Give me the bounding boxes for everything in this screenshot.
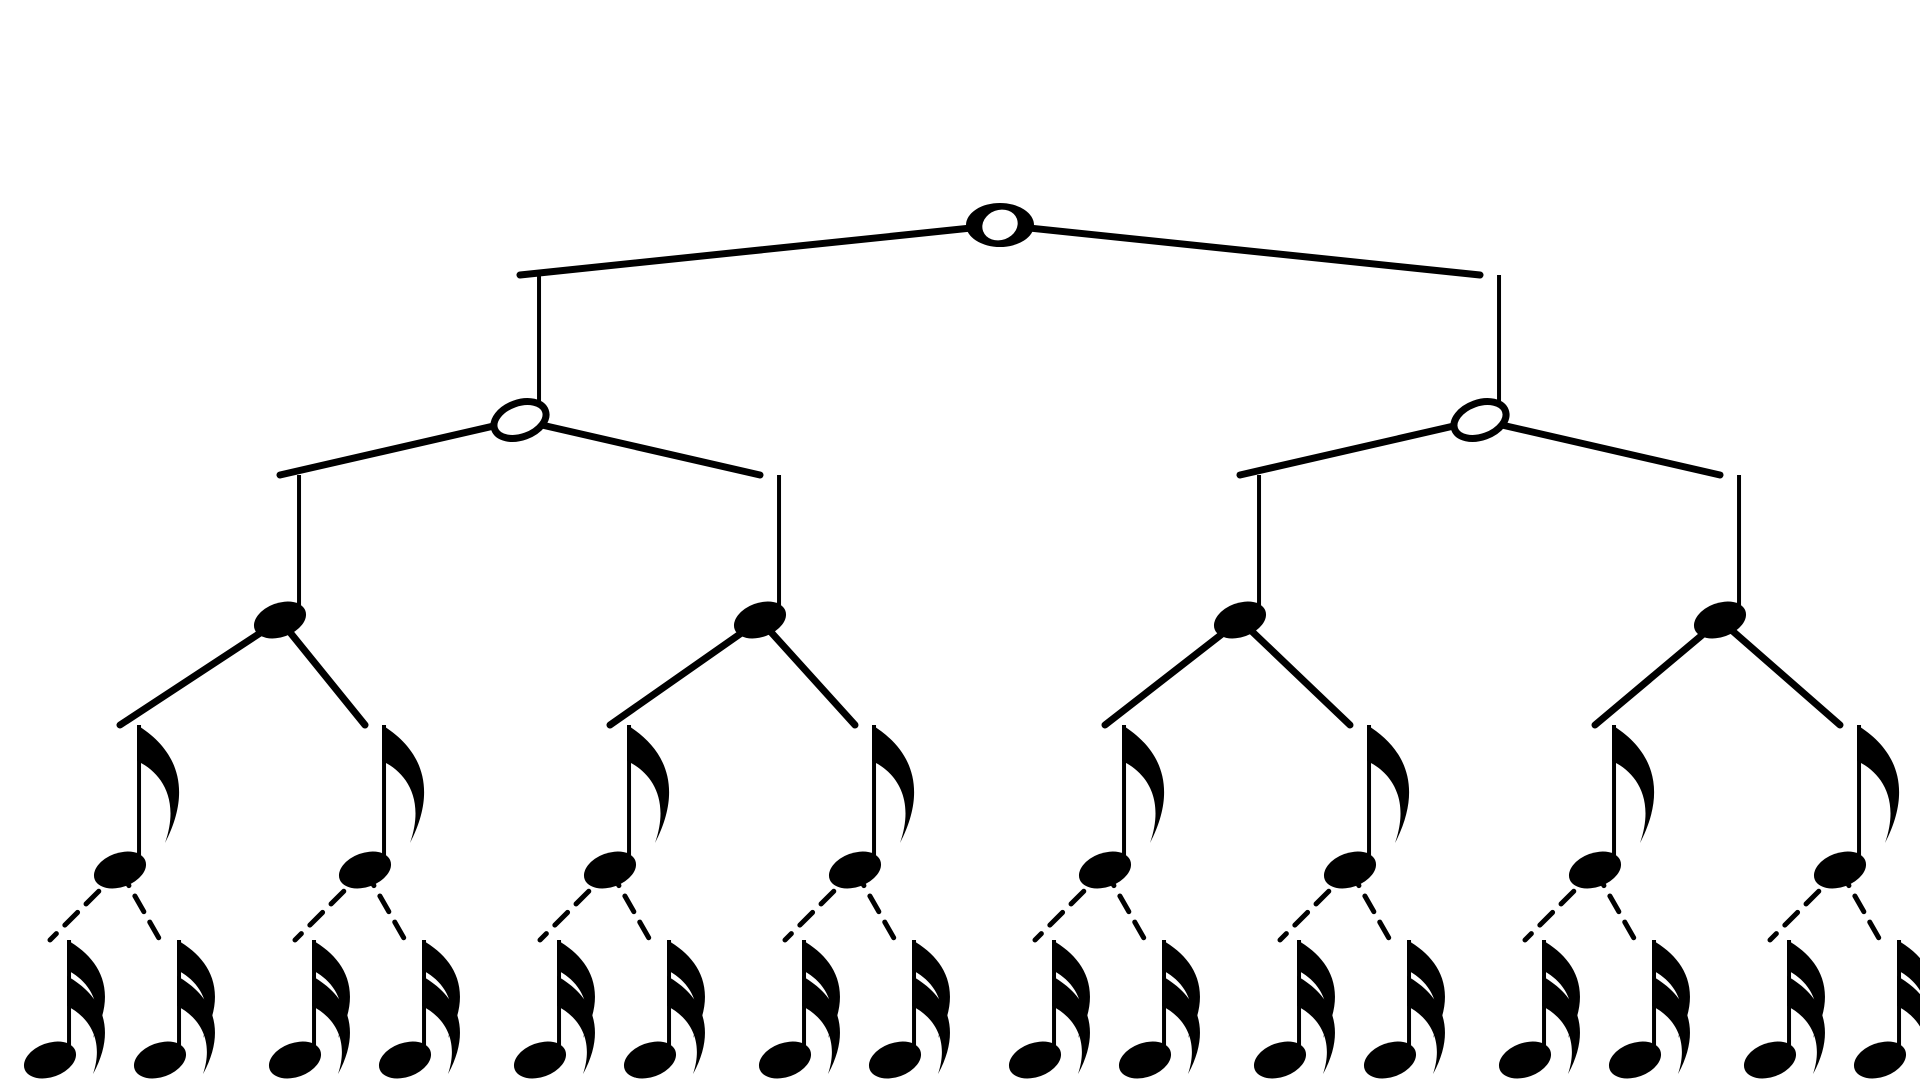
sixteenth-note xyxy=(1849,940,1920,1080)
note-head xyxy=(1449,395,1511,445)
notes xyxy=(19,203,1920,1080)
note-head xyxy=(89,845,151,895)
note-head xyxy=(864,1035,926,1080)
sixteenth-note xyxy=(1359,940,1445,1080)
flag-icon xyxy=(1367,725,1409,843)
note-head xyxy=(1494,1035,1556,1080)
stem xyxy=(1257,475,1261,624)
tree-edge xyxy=(1105,620,1240,725)
note-head xyxy=(1809,845,1871,895)
tree-edge xyxy=(610,620,760,725)
eighth-note xyxy=(1809,725,1899,895)
eighth-note xyxy=(89,725,179,895)
eighth-note xyxy=(1074,725,1164,895)
note-head xyxy=(1564,845,1626,895)
sixteenth-note xyxy=(1494,940,1580,1080)
note-head xyxy=(489,395,551,445)
note-head xyxy=(1004,1035,1066,1080)
whole-note xyxy=(966,203,1034,247)
quarter-note xyxy=(729,475,791,645)
tree-edge xyxy=(1240,620,1350,725)
note-head xyxy=(754,1035,816,1080)
quarter-note xyxy=(1209,475,1271,645)
sixteenth-note xyxy=(264,940,350,1080)
sixteenth-note xyxy=(509,940,595,1080)
sixteenth-note xyxy=(1249,940,1335,1080)
sixteenth-note xyxy=(374,940,460,1080)
note-head xyxy=(1114,1035,1176,1080)
note-head xyxy=(824,845,886,895)
sixteenth-note xyxy=(619,940,705,1080)
eighth-note xyxy=(579,725,669,895)
eighth-note xyxy=(824,725,914,895)
sixteenth-note xyxy=(864,940,950,1080)
note-head xyxy=(509,1035,571,1080)
half-note xyxy=(489,275,551,445)
note-head xyxy=(579,845,641,895)
tree-edge xyxy=(120,620,280,725)
note-head xyxy=(1359,1035,1421,1080)
tree-edge xyxy=(1480,420,1720,475)
tree-edge xyxy=(1000,225,1480,275)
quarter-note xyxy=(249,475,311,645)
note-head xyxy=(1739,1035,1801,1080)
eighth-note xyxy=(1564,725,1654,895)
note-head xyxy=(19,1035,81,1080)
sixteenth-note xyxy=(129,940,215,1080)
sixteenth-note xyxy=(1604,940,1690,1080)
tree-edge xyxy=(520,225,1000,275)
note-head xyxy=(1074,845,1136,895)
note-head xyxy=(1249,1035,1311,1080)
note-head xyxy=(129,1035,191,1080)
stem xyxy=(1737,475,1741,624)
flag-icon xyxy=(627,725,669,843)
sixteenth-note xyxy=(19,940,105,1080)
stem xyxy=(777,475,781,624)
note-head xyxy=(619,1035,681,1080)
stem xyxy=(297,475,301,624)
flag-icon xyxy=(872,725,914,843)
flag-icon xyxy=(1857,725,1899,843)
note-head xyxy=(1319,845,1381,895)
note-head xyxy=(374,1035,436,1080)
note-head xyxy=(334,845,396,895)
eighth-note xyxy=(1319,725,1409,895)
flag-icon xyxy=(1612,725,1654,843)
sixteenth-note xyxy=(1739,940,1825,1080)
half-note xyxy=(1449,275,1511,445)
flag-icon xyxy=(1122,725,1164,843)
tree-edge xyxy=(1240,420,1480,475)
flag-icon xyxy=(382,725,424,843)
quarter-note xyxy=(1689,475,1751,645)
eighth-note xyxy=(334,725,424,895)
note-head xyxy=(1849,1035,1911,1080)
note-head xyxy=(1604,1035,1666,1080)
tree-edge xyxy=(280,620,365,725)
tree-edge xyxy=(1720,620,1840,725)
tree-edge xyxy=(280,420,520,475)
flag-icon xyxy=(137,725,179,843)
tree-edge xyxy=(520,420,760,475)
edges xyxy=(50,225,1880,940)
tree-edge xyxy=(760,620,855,725)
note-tree-diagram xyxy=(0,0,1920,1080)
sixteenth-note xyxy=(1004,940,1090,1080)
note-head xyxy=(264,1035,326,1080)
sixteenth-note xyxy=(754,940,840,1080)
sixteenth-note xyxy=(1114,940,1200,1080)
